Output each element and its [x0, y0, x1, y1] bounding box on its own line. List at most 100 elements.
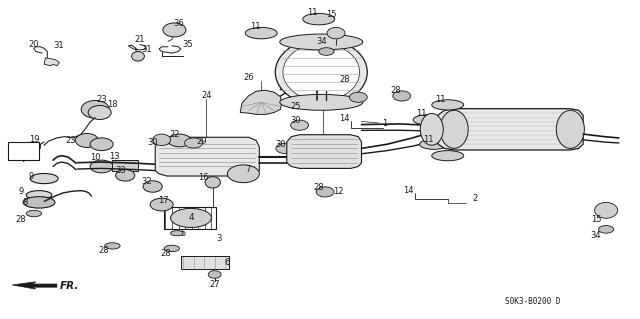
Ellipse shape	[132, 51, 145, 61]
Ellipse shape	[116, 170, 135, 181]
Text: 11: 11	[435, 95, 445, 104]
Ellipse shape	[413, 115, 442, 125]
Text: 28: 28	[99, 246, 109, 255]
Ellipse shape	[420, 114, 444, 145]
Text: 11: 11	[307, 8, 317, 17]
Ellipse shape	[143, 181, 163, 192]
Text: 22: 22	[169, 130, 180, 139]
Text: 23: 23	[96, 95, 107, 104]
Text: 26: 26	[243, 73, 254, 82]
Ellipse shape	[30, 174, 58, 184]
Text: 34: 34	[591, 231, 601, 240]
Ellipse shape	[327, 27, 345, 39]
Ellipse shape	[303, 13, 335, 25]
Ellipse shape	[291, 120, 308, 130]
Ellipse shape	[23, 197, 55, 208]
Ellipse shape	[150, 198, 173, 211]
Text: 3: 3	[216, 234, 222, 243]
Text: 17: 17	[158, 196, 169, 205]
Text: 10: 10	[90, 153, 100, 162]
Text: 25: 25	[291, 102, 301, 111]
Text: 2: 2	[472, 194, 477, 203]
Bar	[180, 256, 228, 269]
Text: 32: 32	[141, 177, 152, 186]
Ellipse shape	[164, 245, 179, 252]
Polygon shape	[240, 90, 282, 115]
Ellipse shape	[26, 210, 42, 217]
Text: 16: 16	[198, 174, 209, 182]
Text: 14: 14	[403, 186, 413, 195]
Text: E-4: E-4	[15, 146, 32, 155]
Polygon shape	[438, 109, 583, 150]
Text: 23: 23	[65, 136, 76, 145]
Ellipse shape	[81, 100, 109, 118]
Text: 7: 7	[246, 165, 251, 174]
Ellipse shape	[171, 231, 183, 236]
Ellipse shape	[168, 134, 191, 147]
Ellipse shape	[163, 23, 186, 37]
Text: 15: 15	[591, 215, 601, 224]
Text: 24: 24	[201, 92, 212, 100]
Text: 5: 5	[180, 229, 186, 238]
Text: 4: 4	[188, 213, 194, 222]
Text: 15: 15	[326, 11, 337, 19]
Polygon shape	[44, 58, 60, 66]
Text: 34: 34	[316, 37, 326, 46]
Text: 9: 9	[29, 172, 34, 181]
Text: 9: 9	[19, 187, 24, 196]
Ellipse shape	[595, 202, 618, 218]
Ellipse shape	[90, 138, 113, 151]
Ellipse shape	[76, 133, 99, 147]
Text: 1: 1	[383, 119, 388, 129]
Text: S0K3-B0200 D: S0K3-B0200 D	[505, 297, 561, 306]
Text: 29: 29	[196, 137, 207, 145]
Ellipse shape	[245, 27, 277, 39]
Ellipse shape	[432, 100, 464, 110]
Ellipse shape	[393, 91, 411, 101]
Ellipse shape	[556, 110, 584, 148]
Ellipse shape	[205, 177, 220, 188]
Ellipse shape	[420, 139, 448, 149]
Text: 11: 11	[250, 22, 260, 31]
Text: 21: 21	[134, 35, 145, 44]
Ellipse shape	[208, 271, 221, 278]
Text: 35: 35	[182, 40, 193, 49]
Ellipse shape	[598, 226, 614, 233]
Text: 19: 19	[29, 135, 39, 144]
Text: 27: 27	[209, 279, 220, 288]
Ellipse shape	[432, 151, 464, 161]
Text: 30: 30	[275, 140, 285, 149]
Text: 14: 14	[339, 114, 349, 123]
Text: 20: 20	[29, 40, 39, 49]
Ellipse shape	[349, 92, 367, 102]
Text: 31: 31	[141, 45, 152, 55]
Ellipse shape	[283, 44, 360, 101]
Ellipse shape	[184, 138, 202, 148]
Ellipse shape	[280, 94, 363, 110]
Text: 6: 6	[225, 258, 230, 267]
Text: 28: 28	[339, 75, 349, 84]
Polygon shape	[287, 135, 362, 168]
Text: 18: 18	[107, 100, 118, 109]
Text: 33: 33	[115, 166, 126, 175]
Polygon shape	[156, 137, 259, 176]
Text: 36: 36	[173, 19, 184, 28]
Ellipse shape	[276, 143, 294, 153]
Text: 31: 31	[53, 41, 63, 50]
Ellipse shape	[319, 48, 334, 55]
Bar	[8, 142, 39, 160]
Text: 28: 28	[390, 86, 401, 95]
Polygon shape	[12, 282, 57, 289]
Text: 11: 11	[423, 135, 434, 144]
Ellipse shape	[105, 243, 120, 249]
Ellipse shape	[153, 134, 171, 145]
Ellipse shape	[275, 39, 367, 106]
Text: 13: 13	[109, 152, 120, 161]
Bar	[164, 207, 216, 229]
Text: 30: 30	[291, 116, 301, 125]
Bar	[113, 160, 138, 171]
Text: 28: 28	[16, 215, 26, 224]
Ellipse shape	[88, 106, 111, 120]
Text: 28: 28	[160, 249, 171, 258]
Text: 11: 11	[415, 109, 426, 118]
